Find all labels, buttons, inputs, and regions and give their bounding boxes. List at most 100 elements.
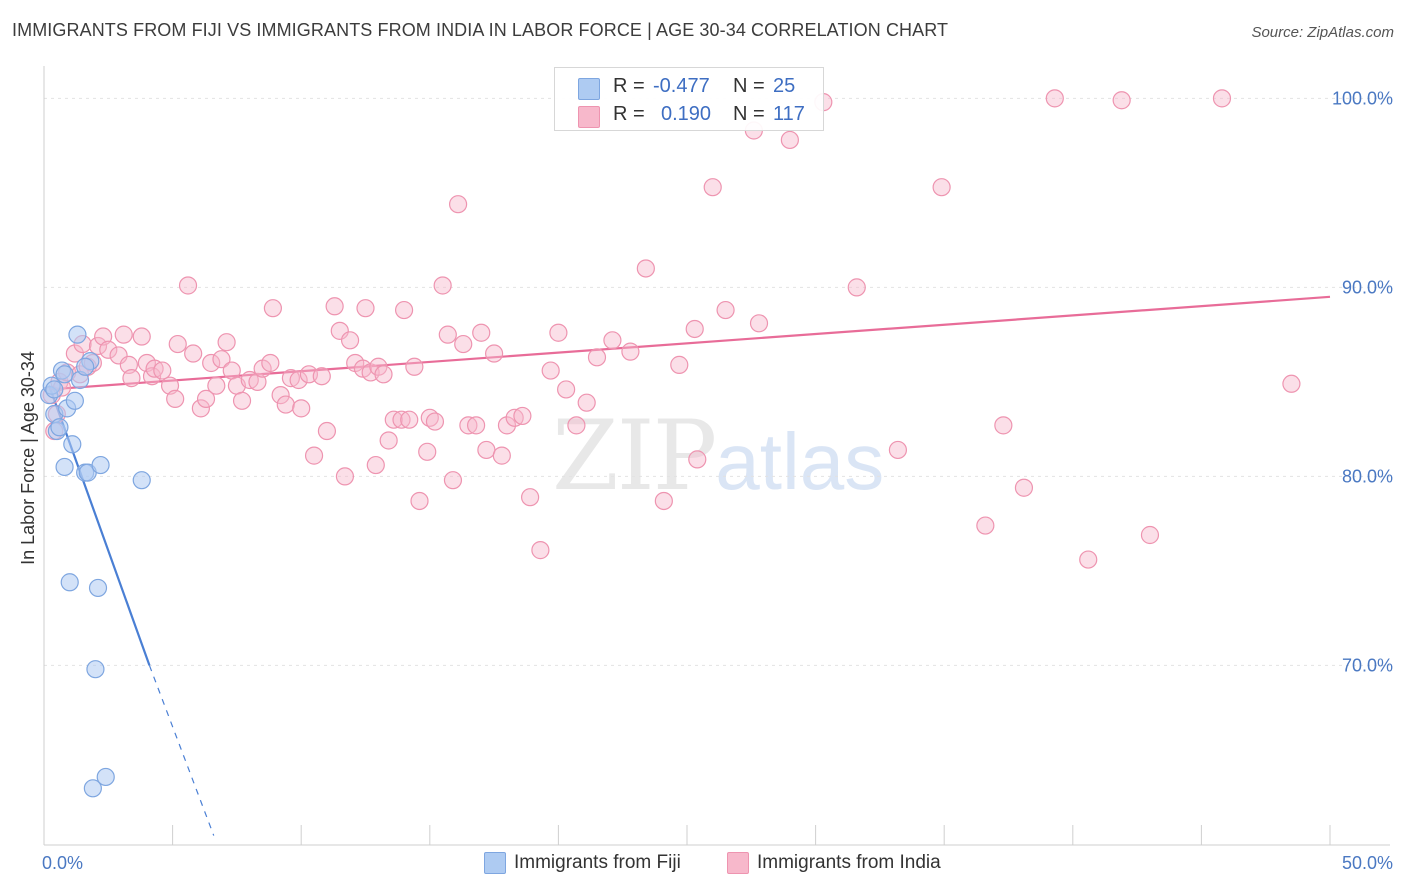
point-india-49 xyxy=(312,367,331,386)
point-india-78 xyxy=(466,416,486,435)
point-india-32 xyxy=(212,350,231,369)
point-fiji-23 xyxy=(132,471,151,490)
point-india-16 xyxy=(119,355,138,374)
point-india-61 xyxy=(374,365,393,384)
y-axis-label: In Labor Force | Age 30-34 xyxy=(18,351,38,565)
x-tick-label-0: 0.0% xyxy=(42,853,83,873)
point-india-33 xyxy=(217,333,236,352)
y-tick-label-3: 100.0% xyxy=(1332,88,1393,108)
point-fiji-12 xyxy=(65,391,84,410)
point-india-99 xyxy=(685,319,704,339)
point-india-87 xyxy=(531,541,550,560)
point-india-112 xyxy=(1079,550,1098,569)
point-india-94 xyxy=(603,331,622,350)
point-india-105 xyxy=(847,278,866,297)
legend-r-label-fiji: R = xyxy=(613,75,645,97)
point-india-13 xyxy=(99,340,118,359)
point-india-27 xyxy=(184,344,203,363)
legend-n-value-india: 117 xyxy=(773,103,805,125)
bottom-legend-label-india: Immigrants from India xyxy=(757,852,941,873)
point-india-77 xyxy=(459,416,478,435)
point-fiji-20 xyxy=(88,578,108,598)
point-india-103 xyxy=(780,130,799,150)
point-fiji-22 xyxy=(96,767,115,787)
legend-r-value-fiji: -0.477 xyxy=(653,75,710,97)
trend-line-fiji-extension xyxy=(148,665,215,836)
point-fiji-13 xyxy=(68,325,87,344)
point-india-62 xyxy=(379,431,398,450)
legend-row-india: R = 0.190 N = 117 xyxy=(555,100,823,130)
point-india-31 xyxy=(207,376,226,395)
point-india-53 xyxy=(335,467,355,486)
point-india-22 xyxy=(153,361,172,380)
point-india-40 xyxy=(261,353,280,373)
point-india-76 xyxy=(454,334,473,354)
point-india-93 xyxy=(587,348,607,367)
point-india-64 xyxy=(392,410,411,429)
point-india-95 xyxy=(621,342,640,361)
bottom-legend-fiji: Immigrants from Fiji xyxy=(484,851,704,877)
point-india-28 xyxy=(191,399,210,418)
point-india-34 xyxy=(222,361,241,380)
point-india-88 xyxy=(541,361,560,380)
point-india-117 xyxy=(688,450,707,469)
y-tick-label-0: 70.0% xyxy=(1342,655,1393,675)
point-india-72 xyxy=(433,276,452,295)
point-india-30 xyxy=(202,353,221,373)
x-tick-label-1: 50.0% xyxy=(1342,853,1393,873)
point-india-71 xyxy=(425,412,445,431)
legend-n-label-fiji: N = xyxy=(733,75,765,97)
point-india-115 xyxy=(1212,89,1232,108)
point-india-82 xyxy=(492,446,511,465)
point-india-101 xyxy=(716,300,735,320)
point-india-86 xyxy=(521,488,540,507)
point-fiji-24 xyxy=(76,357,95,376)
point-india-68 xyxy=(410,491,429,511)
bottom-legend-swatch-fiji xyxy=(484,852,506,874)
point-fiji-10 xyxy=(60,573,79,592)
points-fiji xyxy=(40,325,151,798)
y-tick-label-1: 80.0% xyxy=(1342,466,1393,486)
point-india-100 xyxy=(703,178,722,197)
watermark-atlas: atlas xyxy=(715,417,885,506)
point-india-80 xyxy=(477,440,496,460)
point-fiji-7 xyxy=(55,365,74,384)
legend-swatch-fiji xyxy=(578,78,600,100)
point-india-67 xyxy=(405,357,424,376)
point-fiji-8 xyxy=(55,457,74,477)
point-india-81 xyxy=(485,344,504,363)
point-india-113 xyxy=(1112,91,1131,110)
point-fiji-18 xyxy=(83,779,102,798)
point-india-54 xyxy=(340,331,360,350)
point-india-36 xyxy=(232,391,252,410)
legend-r-value-india: 0.190 xyxy=(661,103,712,125)
point-india-75 xyxy=(448,195,468,214)
point-india-15 xyxy=(114,325,133,344)
point-india-98 xyxy=(670,355,689,374)
point-india-41 xyxy=(263,299,283,318)
point-india-46 xyxy=(292,399,311,418)
point-india-69 xyxy=(418,442,437,461)
point-india-63 xyxy=(384,410,403,429)
point-india-50 xyxy=(317,421,337,441)
legend-row-fiji: R = -0.477 N = 25 xyxy=(555,72,823,102)
legend-n-value-fiji: 25 xyxy=(773,75,796,97)
watermark: ZIPatlas xyxy=(552,400,884,512)
point-india-96 xyxy=(636,259,655,278)
point-india-108 xyxy=(976,516,995,535)
point-india-66 xyxy=(400,410,419,429)
point-fiji-21 xyxy=(91,455,110,475)
point-fiji-11 xyxy=(63,435,82,454)
point-fiji-19 xyxy=(86,660,105,679)
bottom-legend-india: Immigrants from India xyxy=(727,851,967,877)
point-india-11 xyxy=(88,336,108,356)
point-india-48 xyxy=(304,446,324,465)
legend-r-label-india: R = xyxy=(613,103,645,125)
point-india-26 xyxy=(178,276,198,295)
point-india-24 xyxy=(166,389,185,409)
point-fiji-5 xyxy=(50,418,69,437)
point-india-106 xyxy=(888,440,908,460)
bottom-legend-swatch-india xyxy=(727,852,749,874)
point-india-73 xyxy=(438,325,457,344)
